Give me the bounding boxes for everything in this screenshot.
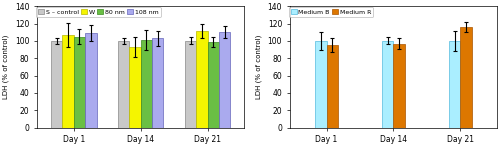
Bar [196,31,207,128]
Bar [118,41,130,128]
Bar [85,33,96,128]
Bar [460,27,472,128]
Legend: S – control, W, 80 nm, 108 nm: S – control, W, 80 nm, 108 nm [36,7,160,17]
Bar [208,42,219,128]
Bar [449,41,460,128]
Bar [62,35,74,128]
Bar [152,38,164,128]
Bar [394,44,405,128]
Legend: Medium B, Medium R: Medium B, Medium R [288,7,374,17]
Bar [315,41,326,128]
Bar [219,32,230,128]
Bar [326,45,338,128]
Y-axis label: LDH (% of control): LDH (% of control) [3,35,10,99]
Bar [74,37,85,128]
Y-axis label: LDH (% of control): LDH (% of control) [256,35,262,99]
Bar [185,41,196,128]
Bar [140,40,152,128]
Bar [130,47,140,128]
Bar [382,41,394,128]
Bar [51,41,62,128]
